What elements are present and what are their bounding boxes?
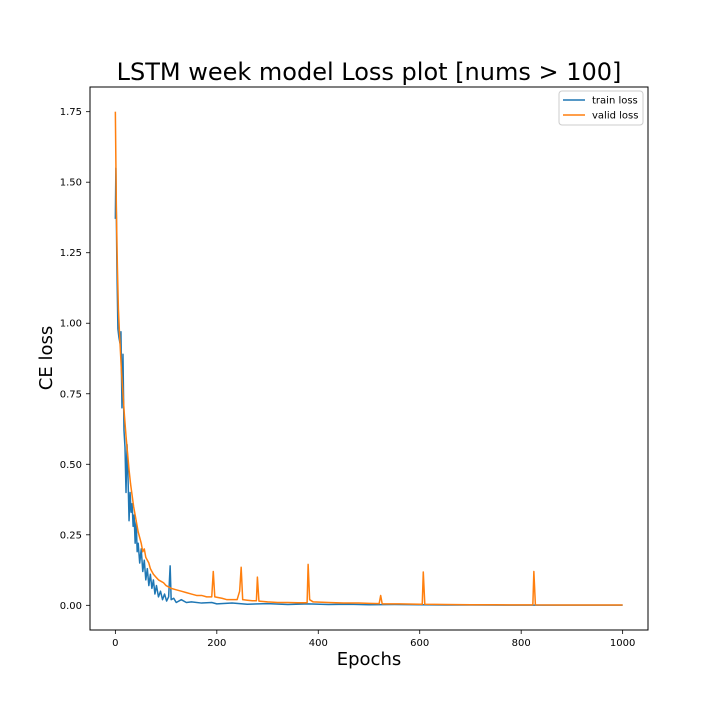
legend: train loss valid loss xyxy=(558,90,644,126)
legend-label-valid-loss: valid loss xyxy=(592,111,638,122)
y-tick-label: 0.50 xyxy=(60,460,82,471)
plot-frame xyxy=(89,86,649,631)
x-tick-label: 1000 xyxy=(610,638,635,649)
y-tick-label: 1.75 xyxy=(60,107,82,118)
y-axis-label: CE loss xyxy=(36,326,57,390)
y-tick-label: 1.50 xyxy=(60,178,82,189)
legend-label-train-loss: train loss xyxy=(592,96,638,107)
x-tick-label: 400 xyxy=(309,638,328,649)
x-tick-label: 800 xyxy=(512,638,531,649)
y-tick-label: 0.00 xyxy=(60,601,82,612)
x-tick-label: 600 xyxy=(410,638,429,649)
x-axis-label: Epochs xyxy=(337,649,402,670)
y-tick-label: 1.00 xyxy=(60,319,82,330)
y-tick-label: 0.75 xyxy=(60,389,82,400)
y-axis: 0.00 0.25 0.50 0.75 1.00 1.25 1.50 1.75 xyxy=(60,107,90,612)
series-line-valid-loss xyxy=(114,111,623,606)
x-axis: 0 200 400 600 800 1000 xyxy=(112,630,635,649)
y-tick-label: 1.25 xyxy=(60,248,82,259)
series-group xyxy=(114,111,623,606)
chart-title: LSTM week model Loss plot [nums > 100] xyxy=(117,58,622,86)
y-tick-label: 0.25 xyxy=(60,530,82,541)
x-tick-label: 0 xyxy=(112,638,118,649)
x-tick-label: 200 xyxy=(207,638,226,649)
series-line-train-loss xyxy=(114,167,623,606)
plot-area xyxy=(89,86,649,631)
